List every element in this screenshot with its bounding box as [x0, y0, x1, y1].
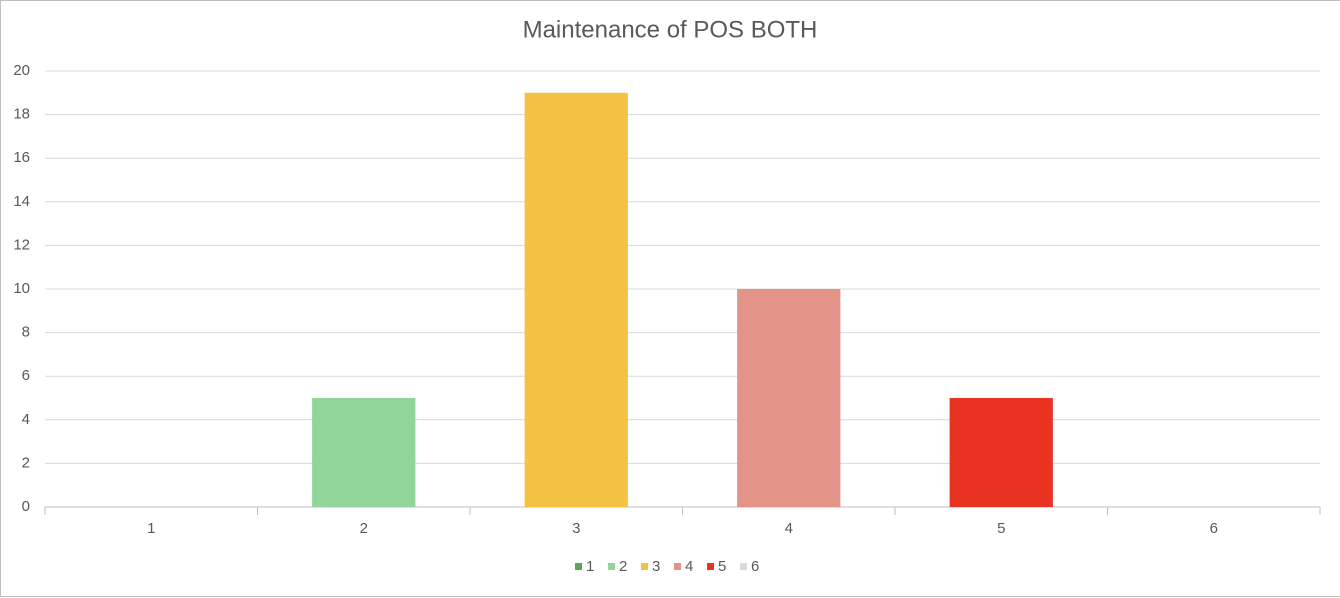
legend-swatch: [674, 563, 681, 570]
x-tick-label: 1: [147, 520, 155, 537]
legend-label: 1: [586, 558, 594, 575]
y-tick-label: 12: [13, 236, 30, 253]
legend-label: 4: [685, 558, 693, 575]
y-tick-label: 18: [13, 106, 30, 123]
y-tick-label: 20: [13, 62, 30, 79]
y-tick-label: 6: [22, 367, 30, 384]
legend-label: 5: [718, 558, 726, 575]
y-tick-label: 10: [13, 280, 30, 297]
legend-swatch: [608, 563, 615, 570]
y-tick-label: 2: [22, 454, 30, 471]
legend-label: 2: [619, 558, 627, 575]
x-tick-label: 2: [360, 520, 368, 537]
bar: [524, 92, 628, 508]
chart-title: Maintenance of POS BOTH: [523, 16, 818, 43]
x-tick-label: 4: [785, 520, 793, 537]
bar: [949, 398, 1053, 507]
bar: [312, 398, 416, 507]
bar: [737, 289, 841, 507]
legend-swatch: [740, 563, 747, 570]
x-tick-label: 3: [572, 520, 580, 537]
y-tick-label: 14: [13, 193, 30, 210]
legend-swatch: [707, 563, 714, 570]
y-tick-label: 16: [13, 149, 30, 166]
y-tick-label: 4: [22, 411, 30, 428]
y-tick-label: 0: [22, 498, 30, 515]
y-tick-label: 8: [22, 324, 30, 341]
legend-swatch: [641, 563, 648, 570]
x-tick-label: 5: [997, 520, 1005, 537]
x-tick-label: 6: [1210, 520, 1218, 537]
legend-swatch: [575, 563, 582, 570]
legend-label: 6: [751, 558, 759, 575]
legend-label: 3: [652, 558, 660, 575]
